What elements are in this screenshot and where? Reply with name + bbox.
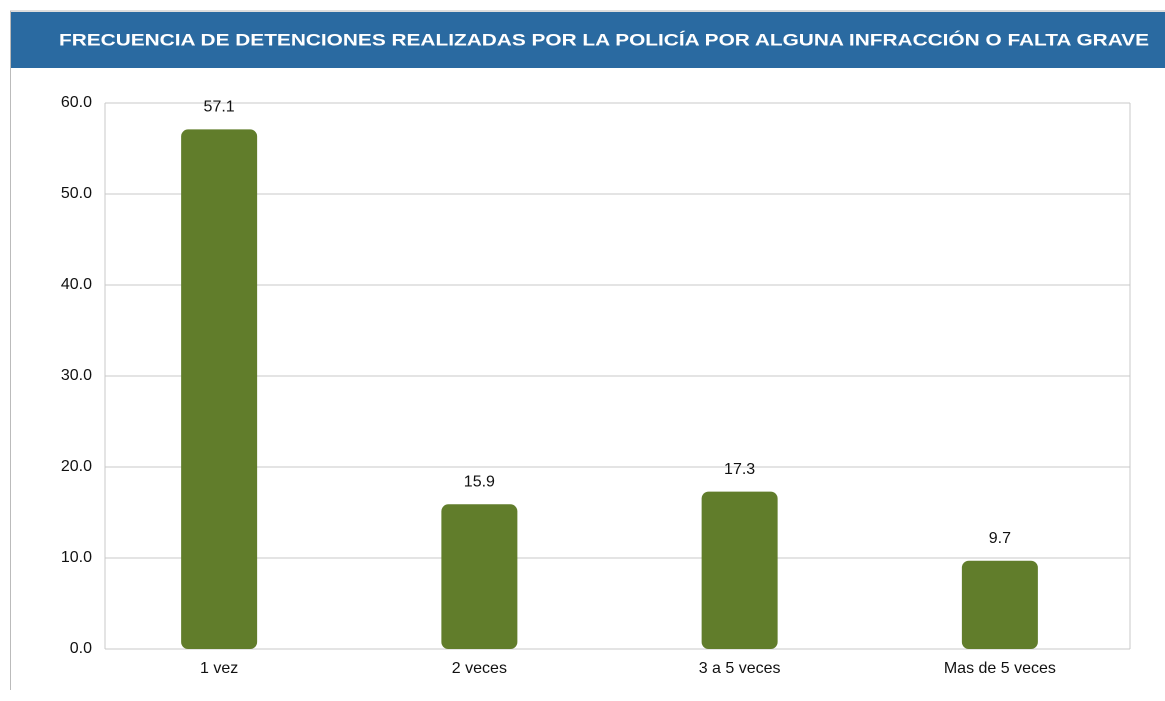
bar [441,504,518,649]
y-tick-label: 10.0 [61,549,92,566]
x-tick-label: 2 veces [452,660,507,677]
bar [961,560,1038,649]
y-tick-label: 0.0 [70,640,92,657]
chart-title: FRECUENCIA DE DETENCIONES REALIZADAS POR… [59,30,1149,49]
data-label: 17.3 [724,461,755,478]
data-label: 57.1 [204,99,235,116]
x-tick-label: Mas de 5 veces [944,660,1056,677]
bar [181,129,258,649]
header-banner [11,12,1165,68]
y-tick-label: 60.0 [61,94,92,111]
y-tick-label: 50.0 [61,185,92,202]
x-tick-label: 1 vez [200,660,238,677]
data-label: 15.9 [464,474,495,491]
y-tick-label: 20.0 [61,458,92,475]
data-label: 9.7 [989,530,1011,547]
y-tick-label: 40.0 [61,276,92,293]
y-tick-label: 30.0 [61,367,92,384]
x-tick-label: 3 a 5 veces [699,660,781,677]
bar [701,491,778,649]
